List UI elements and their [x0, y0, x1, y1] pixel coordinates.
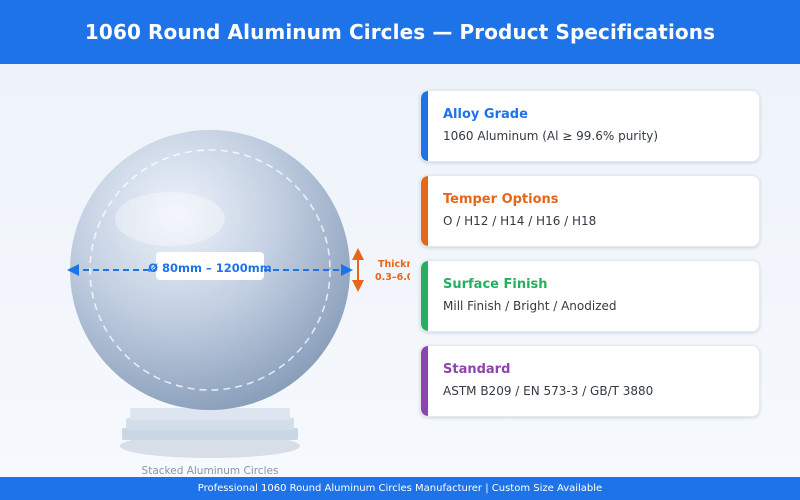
stack-plate	[126, 418, 294, 430]
spec-card-title: Alloy Grade	[443, 107, 528, 122]
spec-card-accent	[421, 346, 428, 416]
spec-card-value: 1060 Aluminum (Al ≥ 99.6% purity)	[443, 129, 659, 143]
stack-plate	[130, 408, 290, 420]
spec-card-title: Surface Finish	[443, 277, 548, 292]
spec-card-alloy-grade: Alloy Grade 1060 Aluminum (Al ≥ 99.6% pu…	[420, 90, 760, 162]
content-area: Ø 80mm – 1200mm Thickness 0.3–6.0mm Stac…	[0, 64, 800, 477]
diameter-label: Ø 80mm – 1200mm	[148, 261, 271, 275]
stack-plate	[122, 428, 298, 440]
diameter-label-box	[156, 252, 264, 280]
spec-card-accent	[421, 261, 428, 331]
spec-card-accent	[421, 176, 428, 246]
spec-card-value: O / H12 / H14 / H16 / H18	[443, 214, 597, 228]
page-header: 1060 Round Aluminum Circles — Product Sp…	[0, 0, 800, 64]
footer-text: Professional 1060 Round Aluminum Circles…	[197, 483, 603, 494]
spec-card-accent	[421, 91, 428, 161]
aluminum-circle-diagram: Ø 80mm – 1200mm Thickness 0.3–6.0mm Stac…	[67, 130, 410, 477]
spec-card-surface-finish: Surface Finish Mill Finish / Bright / An…	[420, 260, 760, 332]
stacked-plates	[120, 408, 300, 458]
spec-card-standard: Standard ASTM B209 / EN 573-3 / GB/T 388…	[420, 345, 760, 417]
spec-card-value: ASTM B209 / EN 573-3 / GB/T 3880	[443, 384, 654, 398]
disc-highlight	[115, 192, 225, 246]
stack-caption: Stacked Aluminum Circles	[142, 465, 279, 477]
page-title: 1060 Round Aluminum Circles — Product Sp…	[84, 20, 716, 44]
spec-card-title: Temper Options	[443, 192, 559, 207]
spec-card-value: Mill Finish / Bright / Anodized	[443, 299, 617, 313]
thickness-label-line1: Thickness	[378, 259, 410, 270]
spec-card-title: Standard	[443, 362, 511, 377]
spec-card-temper-options: Temper Options O / H12 / H14 / H16 / H18	[420, 175, 760, 247]
thickness-label-line2: 0.3–6.0mm	[375, 272, 410, 283]
page-footer: Professional 1060 Round Aluminum Circles…	[0, 477, 800, 500]
